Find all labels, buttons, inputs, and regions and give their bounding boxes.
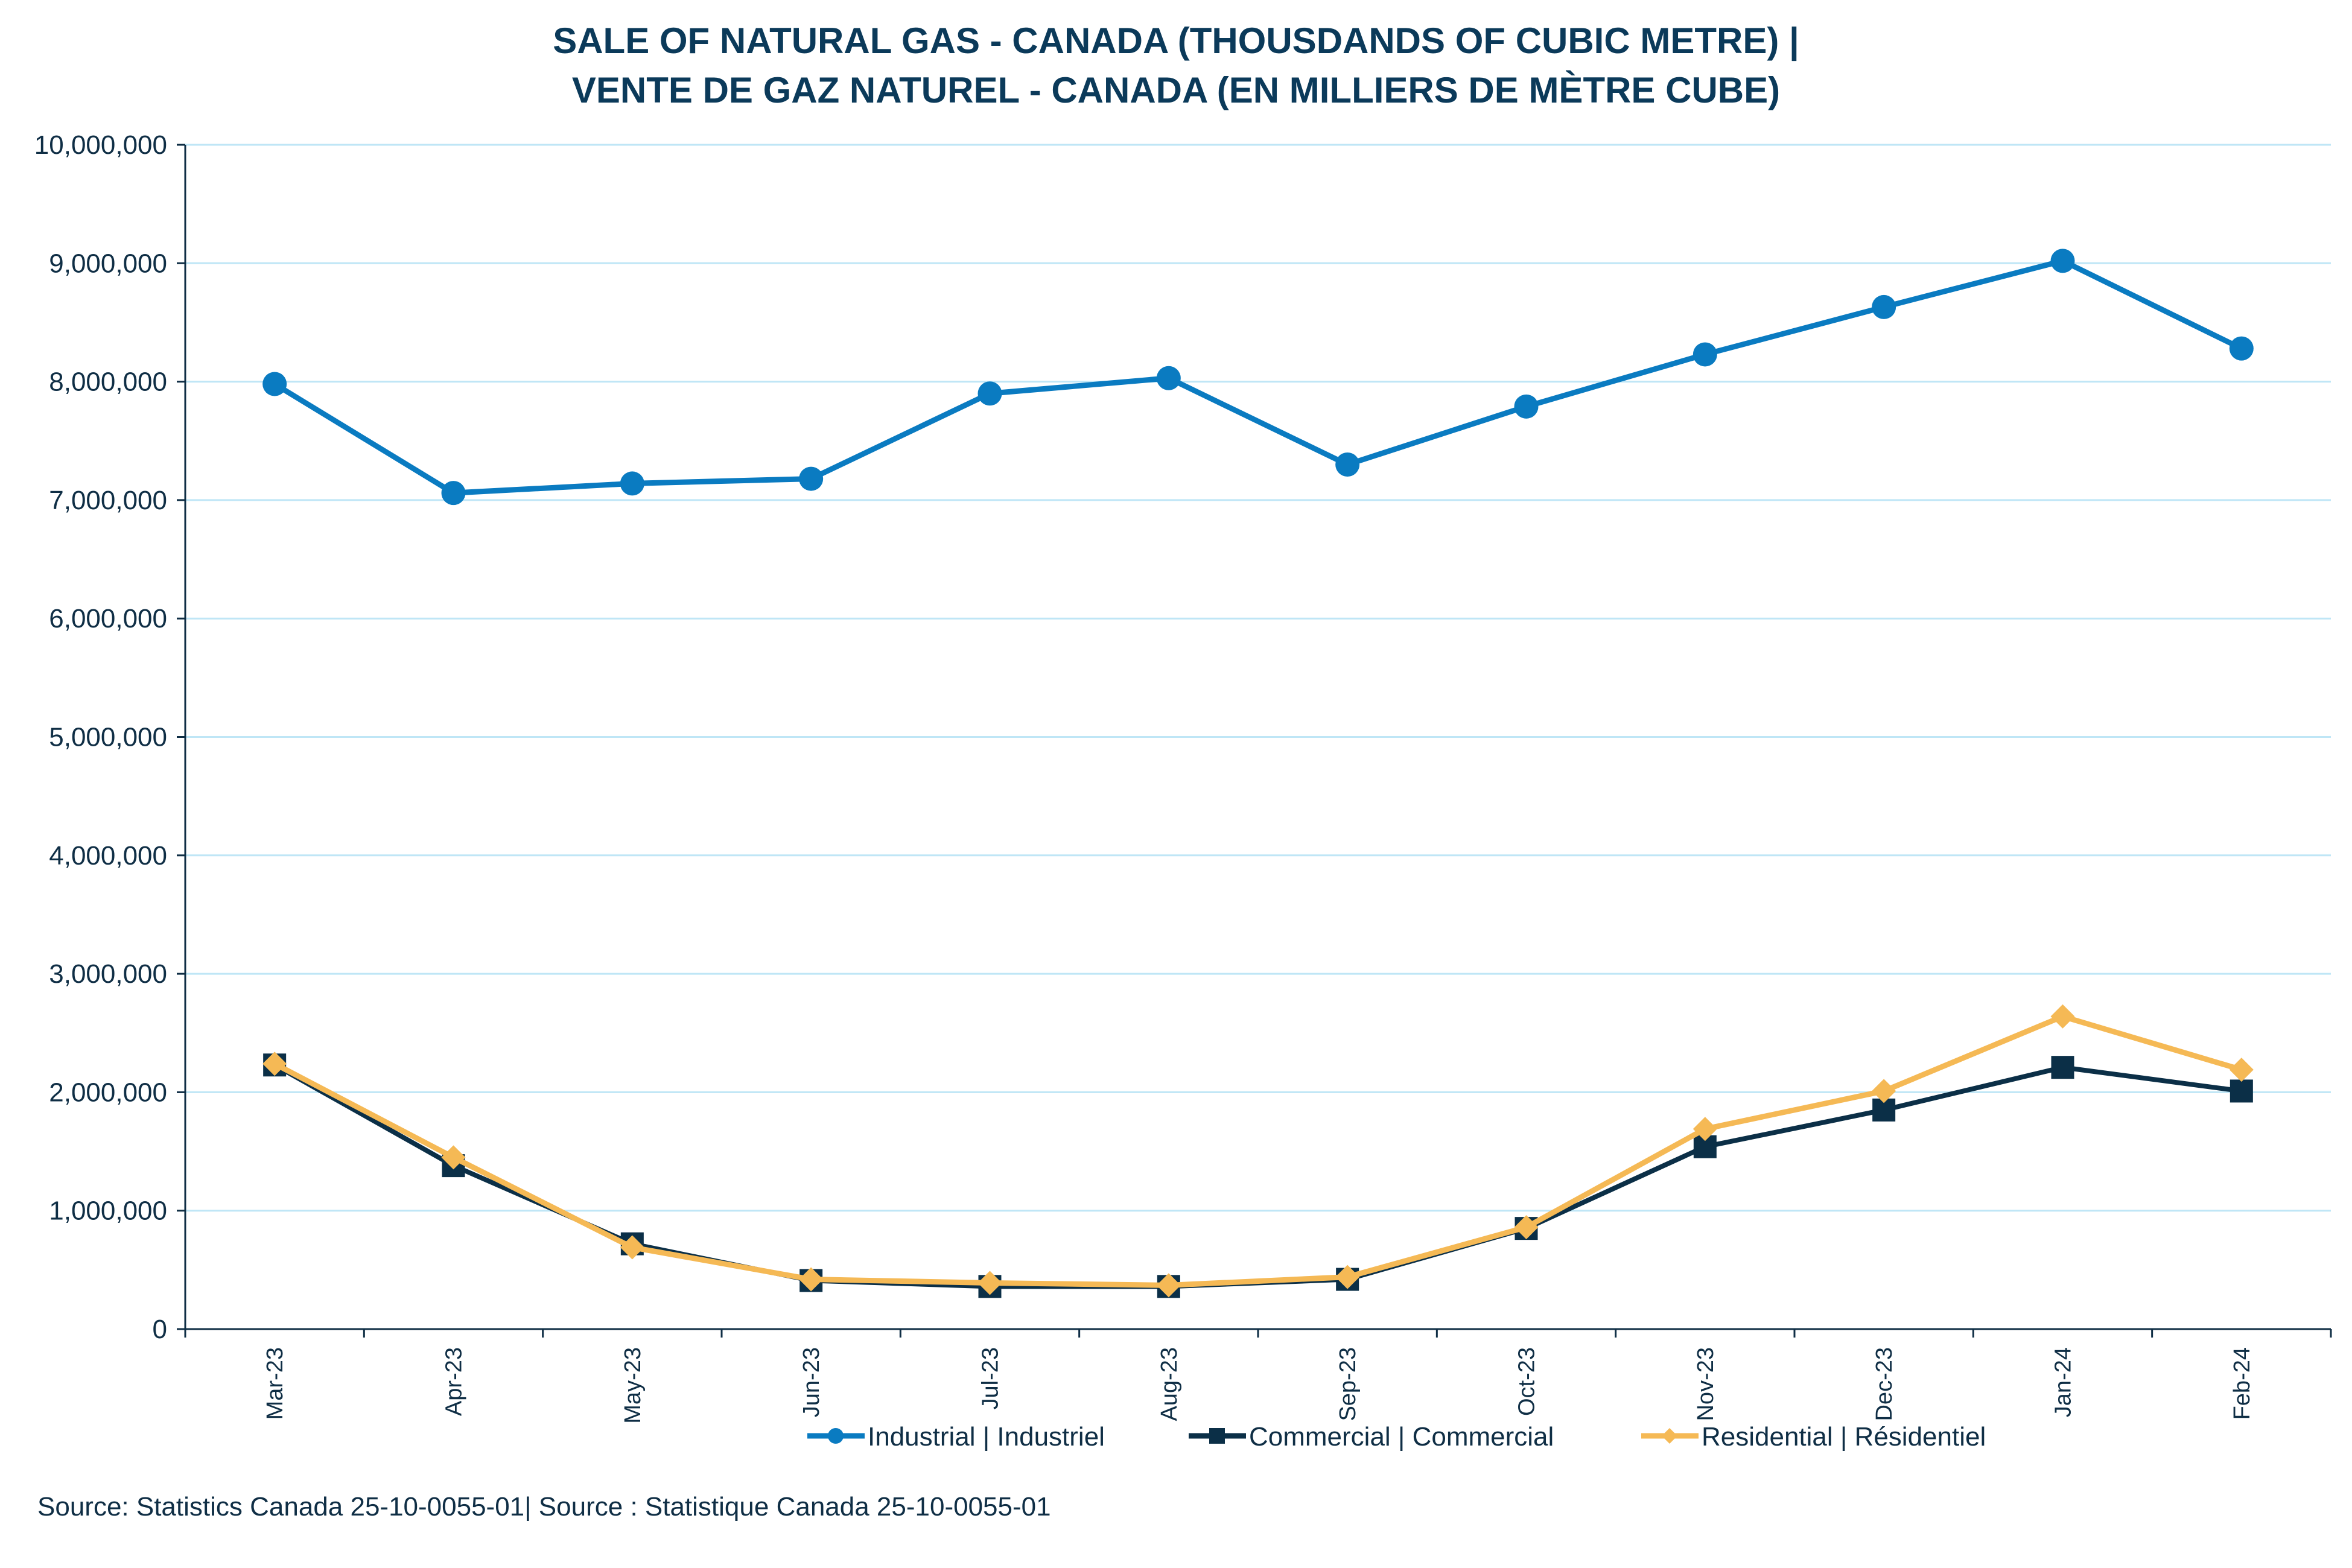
data-point <box>1872 294 1896 319</box>
chart-title-line-1: SALE OF NATURAL GAS - CANADA (THOUSDANDS… <box>553 21 1799 62</box>
x-tick-label: Dec-23 <box>1872 1347 1897 1421</box>
y-tick-label: 10,000,000 <box>34 130 167 160</box>
y-tick-label: 0 <box>153 1315 167 1344</box>
series-1 <box>262 249 2254 506</box>
legend-swatch-marker <box>1662 1428 1677 1444</box>
legend-item: Industrial | Industriel <box>807 1422 1105 1452</box>
x-tick-label: Nov-23 <box>1693 1347 1718 1421</box>
data-point <box>2051 1056 2074 1079</box>
data-point <box>2230 1079 2253 1103</box>
series-line <box>273 1062 2242 1289</box>
y-tick-label: 4,000,000 <box>49 841 167 871</box>
data-point <box>1514 394 1539 419</box>
legend-item: Residential | Résidentiel <box>1641 1422 1986 1452</box>
x-tick-label: Oct-23 <box>1514 1347 1540 1416</box>
x-tick-label: May-23 <box>620 1347 646 1424</box>
y-tick-label: 5,000,000 <box>49 723 167 752</box>
y-tick-label: 6,000,000 <box>49 604 167 633</box>
data-point <box>1156 366 1181 390</box>
y-tick-label: 7,000,000 <box>49 486 167 515</box>
data-point <box>1692 1117 1717 1141</box>
data-point <box>1335 452 1360 477</box>
y-tick-label: 3,000,000 <box>49 959 167 989</box>
data-point <box>977 1271 1002 1295</box>
data-point <box>2229 336 2254 361</box>
y-tick-label: 9,000,000 <box>49 249 167 278</box>
data-point <box>799 1267 824 1292</box>
data-point <box>977 381 1002 406</box>
x-tick-label: Sep-23 <box>1335 1347 1361 1421</box>
data-point <box>262 372 287 396</box>
data-point <box>1156 1273 1181 1298</box>
x-tick-label: Apr-23 <box>442 1347 467 1416</box>
legend-label: Residential | Résidentiel <box>1702 1422 1986 1452</box>
series-line <box>273 1014 2243 1288</box>
data-point <box>1692 342 1717 367</box>
legend-item: Commercial | Commercial <box>1189 1422 1554 1452</box>
series-line <box>273 258 2243 496</box>
data-point <box>1335 1265 1360 1289</box>
series-3 <box>262 1004 2254 1298</box>
data-point <box>441 481 466 506</box>
y-tick-label: 1,000,000 <box>49 1196 167 1226</box>
y-tick-label: 2,000,000 <box>49 1078 167 1107</box>
series-2 <box>263 1053 2253 1298</box>
data-point <box>620 1235 644 1260</box>
x-tick-label: Jan-24 <box>2051 1347 2076 1417</box>
data-point <box>1514 1215 1539 1240</box>
source-note: Source: Statistics Canada 25-10-0055-01|… <box>37 1492 1051 1522</box>
data-point <box>2229 1058 2254 1082</box>
legend-swatch-marker <box>1209 1428 1225 1444</box>
data-point <box>262 1052 287 1076</box>
y-tick-label: 8,000,000 <box>49 367 167 397</box>
data-point <box>2050 249 2075 273</box>
data-point <box>2050 1004 2075 1029</box>
legend: Industrial | Industriel Commercial | Comm… <box>807 1422 1986 1452</box>
legend-swatch-marker <box>828 1428 844 1444</box>
x-tick-label: Jun-23 <box>799 1347 824 1417</box>
legend-label: Industrial | Industriel <box>868 1422 1105 1452</box>
x-tick-label: Aug-23 <box>1157 1347 1182 1421</box>
series-group <box>262 249 2254 1298</box>
y-axis-ticks: 0 1,000,000 2,000,000 3,000,000 4,000,000 5,0… <box>34 130 185 1344</box>
data-point <box>620 471 644 496</box>
data-point <box>1872 1079 1896 1103</box>
gridlines <box>185 144 2331 1212</box>
data-point <box>441 1145 466 1170</box>
legend-label: Commercial | Commercial <box>1249 1422 1554 1452</box>
data-point <box>799 466 824 491</box>
x-tick-label: Feb-24 <box>2230 1347 2255 1420</box>
x-tick-label: Jul-23 <box>978 1347 1003 1410</box>
x-tick-label: Mar-23 <box>262 1347 288 1420</box>
chart-title-line-2: VENTE DE GAZ NATUREL - CANADA (EN MILLIE… <box>572 70 1780 110</box>
x-axis-ticks: Mar-23 Apr-23 May-23 Jun-23 Jul-23 Aug-23 Sep-… <box>184 1329 2332 1424</box>
